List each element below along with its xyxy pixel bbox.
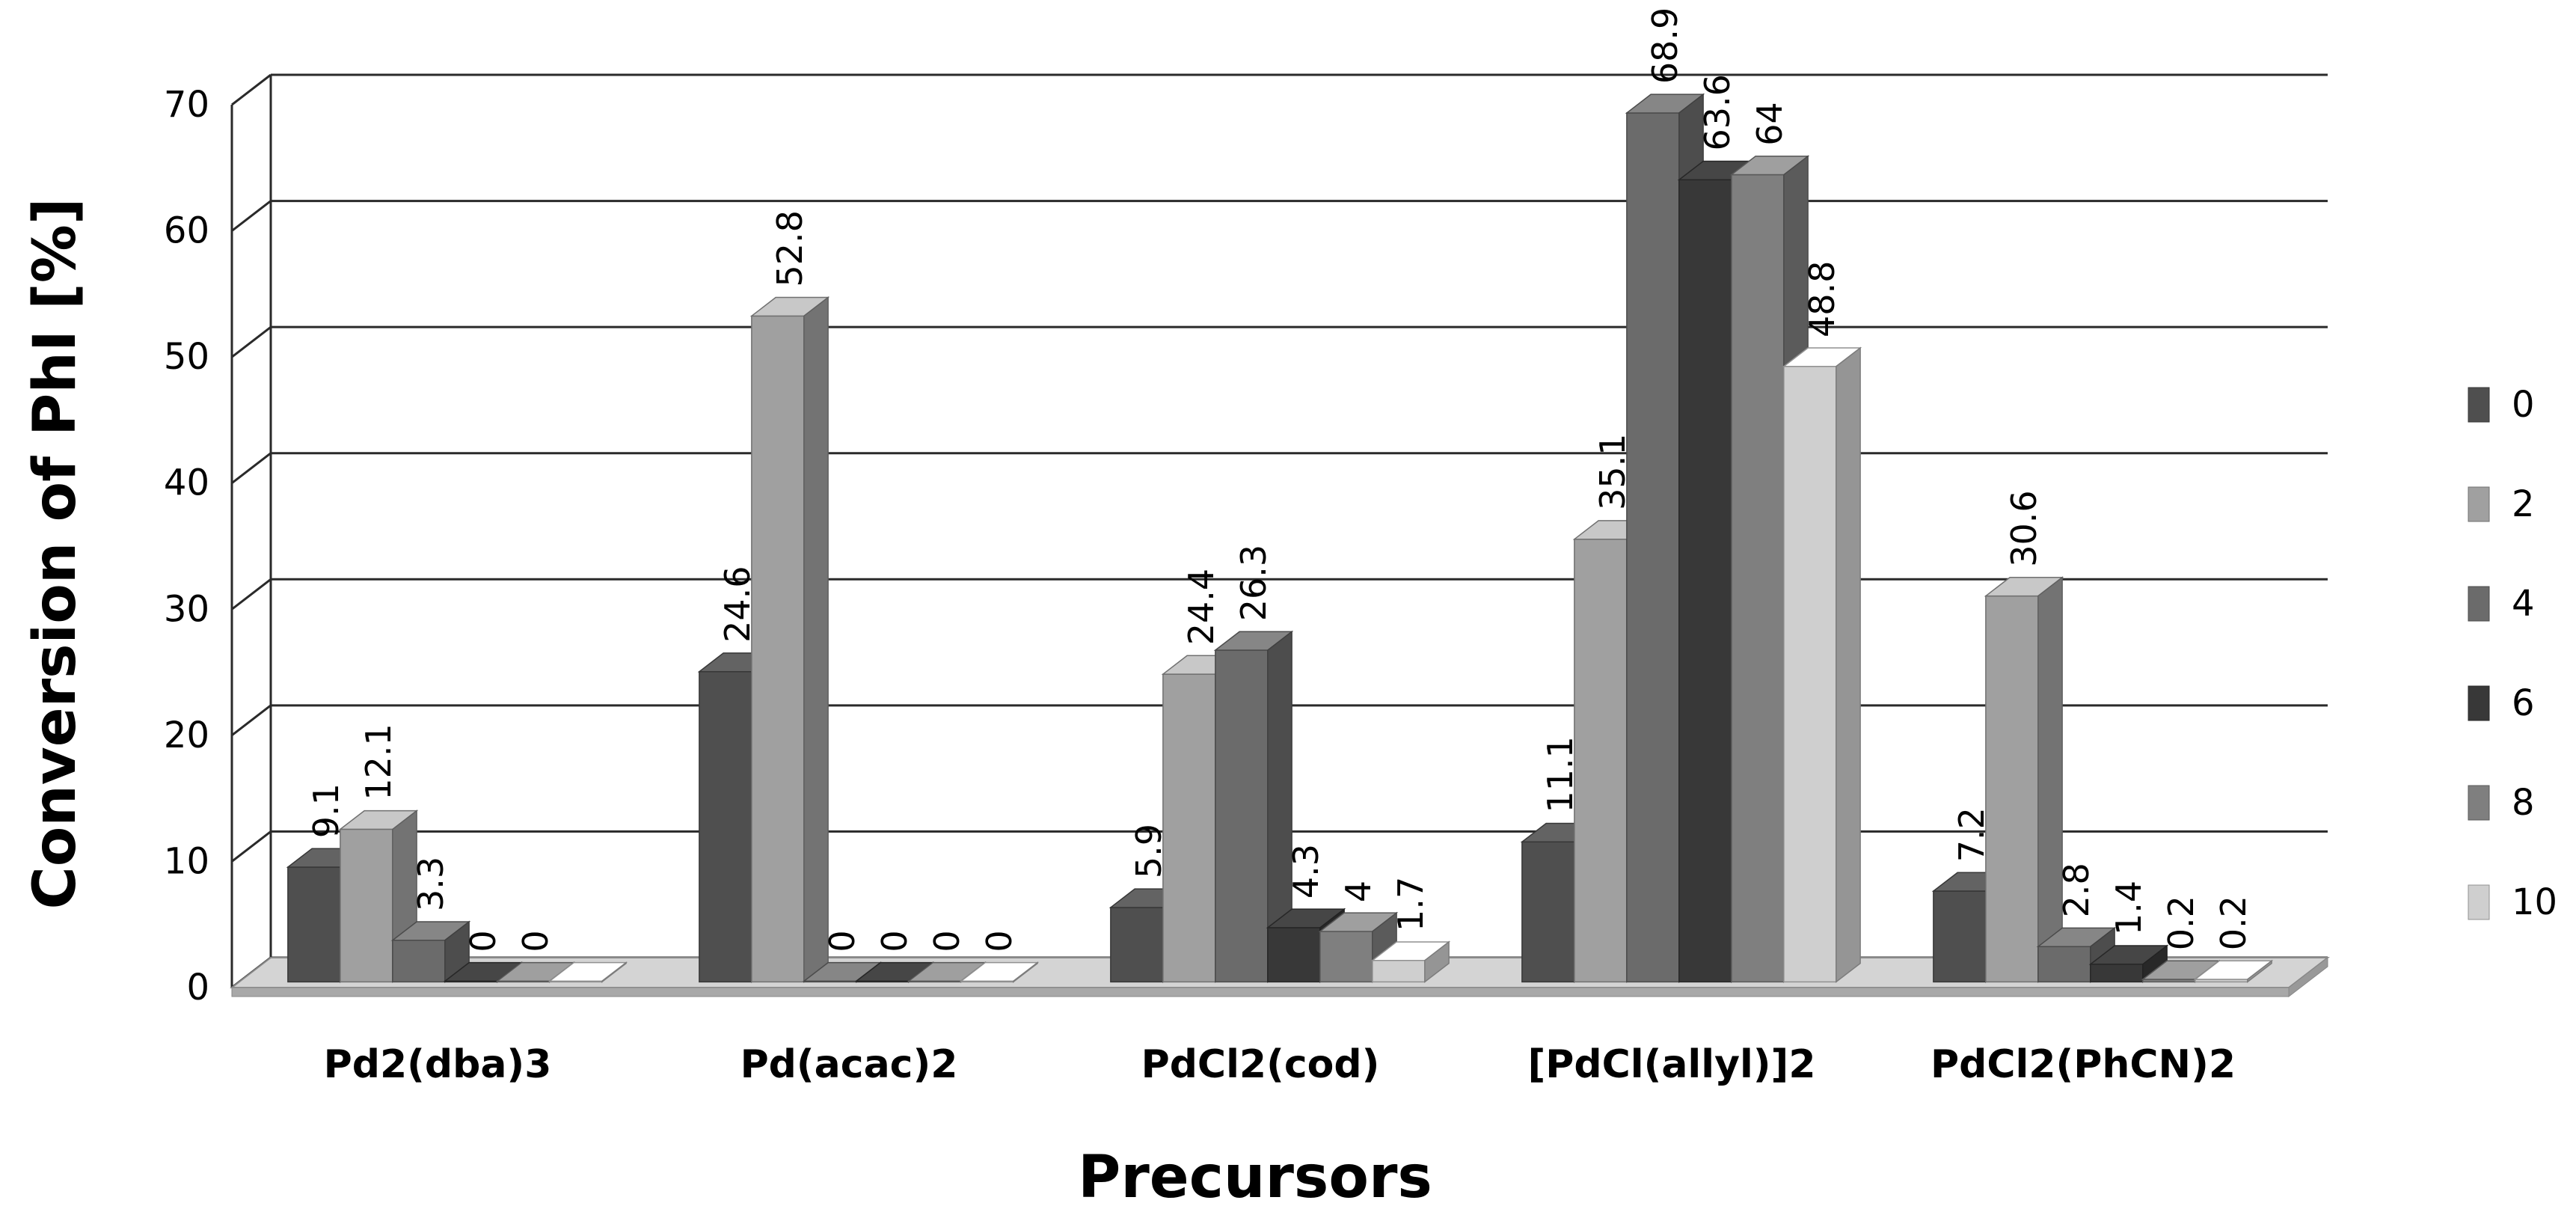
bar	[548, 961, 628, 983]
bars	[286, 93, 2274, 983]
bar	[959, 961, 1040, 983]
bar	[1984, 576, 2064, 983]
bar	[1370, 940, 1451, 983]
data-label: 0.2	[2161, 896, 2201, 950]
y-axis-title: Conversion of PhI [%]	[22, 198, 89, 909]
data-label: 3.3	[411, 857, 451, 911]
data-label: 12.1	[358, 723, 399, 800]
data-label: 68.9	[1645, 7, 1685, 84]
data-label: 52.8	[770, 210, 810, 287]
data-label: 0	[927, 930, 967, 952]
legend-label: 10	[2512, 881, 2557, 923]
data-label: 0	[874, 930, 915, 952]
x-category-label: PdCl2(PhCN)2	[1931, 1042, 2236, 1087]
data-label: 48.8	[1802, 261, 1842, 337]
gridline-wall	[231, 830, 272, 863]
data-label: 11.1	[1540, 736, 1580, 813]
gridlines	[230, 73, 2328, 989]
bar	[1782, 346, 1862, 983]
y-tick-label: 20	[164, 714, 209, 756]
data-label: 35.1	[1592, 433, 1633, 509]
legend-label: 2	[2512, 483, 2535, 525]
data-label: 1.7	[1390, 877, 1431, 931]
data-label: 1.4	[2109, 881, 2149, 935]
legend-label: 4	[2512, 583, 2535, 625]
bar	[1213, 630, 1294, 983]
x-category-label: [PdCl(allyl)]2	[1527, 1042, 1815, 1087]
data-label: 2.8	[2056, 863, 2097, 917]
y-tick-label: 30	[164, 588, 209, 630]
data-label: 26.3	[1233, 545, 1274, 621]
data-label: 4.3	[1286, 844, 1326, 899]
legend-swatch	[2468, 586, 2490, 622]
floor-front	[231, 987, 2290, 997]
gridline-wall	[231, 325, 272, 358]
legend-label: 8	[2512, 782, 2535, 824]
data-labels: 9.112.13.30 024.652.80 0 0 05.924.4 26.34.3 4 1…	[306, 7, 2254, 952]
legend: 0 2 4 6 8 10	[2468, 384, 2557, 923]
bar	[2193, 959, 2274, 983]
legend-swatch	[2468, 884, 2490, 920]
x-axis-title: Precursors	[1078, 1144, 1432, 1211]
legend-swatch	[2468, 486, 2490, 522]
data-label: 0	[979, 930, 1019, 952]
y-tick-label: 40	[164, 462, 209, 504]
bar	[338, 810, 419, 983]
data-label: 24.6	[717, 566, 758, 642]
gridline-wall	[231, 452, 272, 484]
data-label: 0	[515, 930, 556, 952]
gridline-wall	[231, 704, 272, 737]
data-label: 30.6	[2004, 490, 2044, 566]
data-label: 7.2	[1951, 807, 1992, 862]
bar	[749, 296, 830, 983]
legend-label: 6	[2512, 682, 2535, 724]
x-category-label: Pd(acac)2	[740, 1042, 958, 1087]
bar	[2141, 959, 2221, 983]
gridline-wall	[231, 200, 272, 232]
data-label: 0	[822, 930, 862, 952]
legend-swatch	[2468, 685, 2490, 721]
x-category-label: PdCl2(cod)	[1141, 1042, 1380, 1087]
y-tick-label: 70	[164, 84, 209, 126]
y-tick-label: 10	[164, 840, 209, 882]
y-axis-ticks: 0 10 20 30 40 50 60 70	[164, 84, 209, 1009]
data-label: 5.9	[1129, 824, 1169, 878]
legend-swatch	[2468, 387, 2490, 423]
data-label: 63.6	[1697, 74, 1738, 150]
data-label: 64	[1749, 102, 1790, 146]
data-label: 0.2	[2213, 896, 2254, 950]
bar	[2088, 944, 2169, 983]
y-tick-label: 0	[186, 967, 209, 1009]
data-label: 4	[1338, 881, 1379, 902]
floor-side	[2288, 956, 2328, 998]
data-label: 24.4	[1181, 569, 1221, 645]
y-tick-label: 50	[164, 336, 209, 378]
data-label: 0	[463, 930, 503, 952]
legend-swatch	[2468, 785, 2490, 821]
gridline-wall	[231, 578, 272, 610]
y-tick-label: 60	[164, 210, 209, 252]
gridline-wall	[231, 73, 272, 106]
x-axis-categories: Pd2(dba)3 Pd(acac)2 PdCl2(cod) [PdCl(allyl)…	[324, 1042, 2236, 1087]
legend-label: 0	[2512, 384, 2535, 426]
bar	[390, 920, 471, 983]
x-category-label: Pd2(dba)3	[324, 1042, 552, 1087]
data-label: 9.1	[306, 783, 346, 838]
